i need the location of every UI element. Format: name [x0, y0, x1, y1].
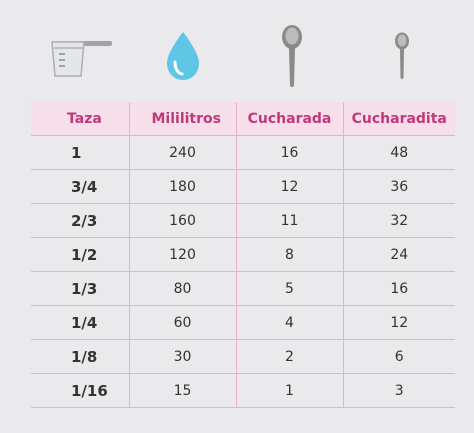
- cell-cucharada: 8: [235, 237, 343, 272]
- cell-cucharadita: 3: [342, 373, 455, 408]
- header-cucharada: Cucharada: [235, 102, 343, 136]
- table-row: 1/2 120 8 24: [31, 237, 455, 272]
- cell-cucharada: 11: [235, 203, 343, 238]
- measuring-cup-icon: [50, 38, 112, 78]
- icon-row: [0, 0, 474, 100]
- cell-cucharada: 2: [235, 339, 343, 374]
- table-row: 1 240 16 48: [31, 135, 455, 170]
- cell-taza: 1/16: [31, 373, 129, 408]
- cell-cucharadita: 12: [342, 305, 455, 340]
- table-row: 1/8 30 2 6: [31, 339, 455, 374]
- cell-taza: 1/3: [31, 271, 129, 306]
- cell-cucharada: 12: [235, 169, 343, 204]
- teaspoon-icon: [393, 32, 411, 80]
- table-row: 1/16 15 1 3: [31, 373, 455, 408]
- cell-mililitros: 240: [128, 135, 236, 170]
- cell-cucharadita: 16: [342, 271, 455, 306]
- cell-cucharadita: 6: [342, 339, 455, 374]
- cell-cucharadita: 24: [342, 237, 455, 272]
- cell-taza: 3/4: [31, 169, 129, 204]
- header-cucharadita: Cucharadita: [342, 102, 455, 136]
- header-row: Taza Mililitros Cucharada Cucharadita: [31, 102, 455, 136]
- cell-taza: 1/8: [31, 339, 129, 374]
- table-row: 2/3 160 11 32: [31, 203, 455, 238]
- cell-taza: 1/2: [31, 237, 129, 272]
- cell-cucharada: 16: [235, 135, 343, 170]
- header-taza: Taza: [31, 102, 129, 136]
- cell-mililitros: 15: [128, 373, 236, 408]
- table-row: 3/4 180 12 36: [31, 169, 455, 204]
- cell-cucharadita: 32: [342, 203, 455, 238]
- cell-taza: 1: [31, 135, 129, 170]
- cell-mililitros: 120: [128, 237, 236, 272]
- cell-mililitros: 30: [128, 339, 236, 374]
- cell-cucharadita: 48: [342, 135, 455, 170]
- header-mililitros: Mililitros: [128, 102, 236, 136]
- cell-mililitros: 160: [128, 203, 236, 238]
- cell-mililitros: 80: [128, 271, 236, 306]
- cell-taza: 1/4: [31, 305, 129, 340]
- cell-mililitros: 180: [128, 169, 236, 204]
- cell-mililitros: 60: [128, 305, 236, 340]
- cell-cucharada: 5: [235, 271, 343, 306]
- cell-taza: 2/3: [31, 203, 129, 238]
- table-row: 1/4 60 4 12: [31, 305, 455, 340]
- conversion-table: Taza Mililitros Cucharada Cucharadita 1 …: [31, 102, 455, 408]
- cell-cucharadita: 36: [342, 169, 455, 204]
- cell-cucharada: 1: [235, 373, 343, 408]
- water-drop-icon: [165, 30, 201, 82]
- table-row: 1/3 80 5 16: [31, 271, 455, 306]
- cell-cucharada: 4: [235, 305, 343, 340]
- tablespoon-icon: [280, 24, 304, 88]
